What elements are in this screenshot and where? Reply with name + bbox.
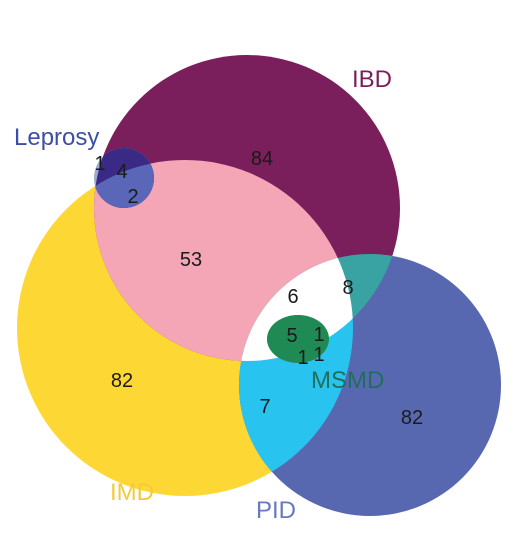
count-msmd-pid-upper: 1 <box>313 324 324 346</box>
count-msmd-pid-mid: 1 <box>313 344 324 366</box>
count-leprosy-only: 1 <box>94 153 105 175</box>
count-imd-only: 82 <box>111 370 133 392</box>
count-imd-pid: 7 <box>259 396 270 418</box>
ibd-imd-overlap <box>94 160 353 361</box>
count-leprosy-ibd: 4 <box>116 161 127 183</box>
imd-label: IMD <box>110 479 154 506</box>
msmd-label: MSMD <box>311 367 384 394</box>
msmd-pid-overlap <box>267 315 329 363</box>
count-pid-only: 82 <box>401 407 423 429</box>
count-msmd-pid-lower: 1 <box>297 347 308 369</box>
count-leprosy-ibd-imd: 2 <box>127 186 138 208</box>
count-ibd-imd: 53 <box>180 249 202 271</box>
count-ibd-only: 84 <box>251 148 273 170</box>
pid-label: PID <box>256 497 296 524</box>
ibd-label: IBD <box>352 66 392 93</box>
leprosy-label: Leprosy <box>14 124 99 151</box>
count-msmd-core: 5 <box>286 325 297 347</box>
count-ibd-pid: 8 <box>342 277 353 299</box>
count-ibd-imd-pid: 6 <box>287 286 298 308</box>
